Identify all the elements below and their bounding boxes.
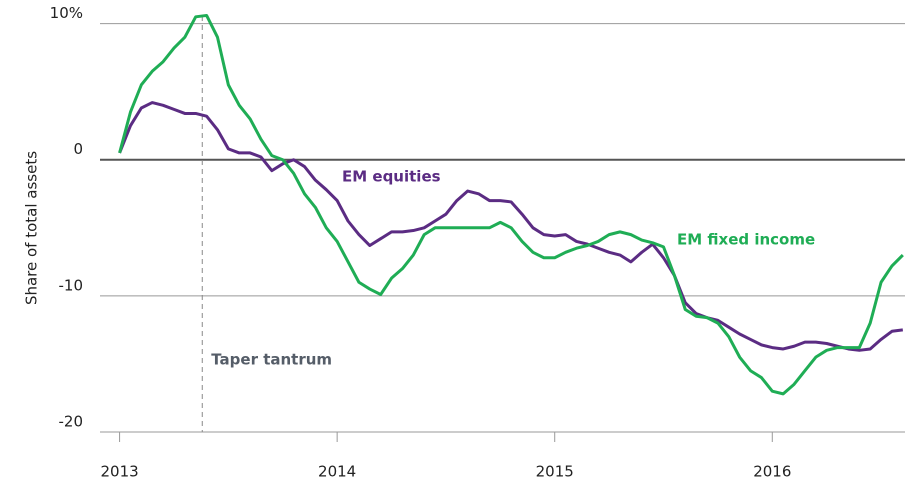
y-tick-label: 10% xyxy=(50,4,83,22)
y-tick-label: 0 xyxy=(73,140,83,158)
series-line xyxy=(118,101,904,352)
x-tick-label: 2016 xyxy=(753,463,791,481)
y-tick-label: -20 xyxy=(59,413,84,431)
x-tick-label: 2013 xyxy=(100,463,138,481)
series-label: EM equities xyxy=(342,168,441,186)
series-label: EM fixed income xyxy=(677,231,815,249)
y-axis-label: Share of total assets xyxy=(23,151,41,305)
x-tick-label: 2015 xyxy=(536,463,574,481)
annotation-label: Taper tantrum xyxy=(211,351,332,369)
y-tick-label: -10 xyxy=(59,276,84,294)
x-tick-label: 2014 xyxy=(318,463,356,481)
series-line xyxy=(118,13,904,396)
